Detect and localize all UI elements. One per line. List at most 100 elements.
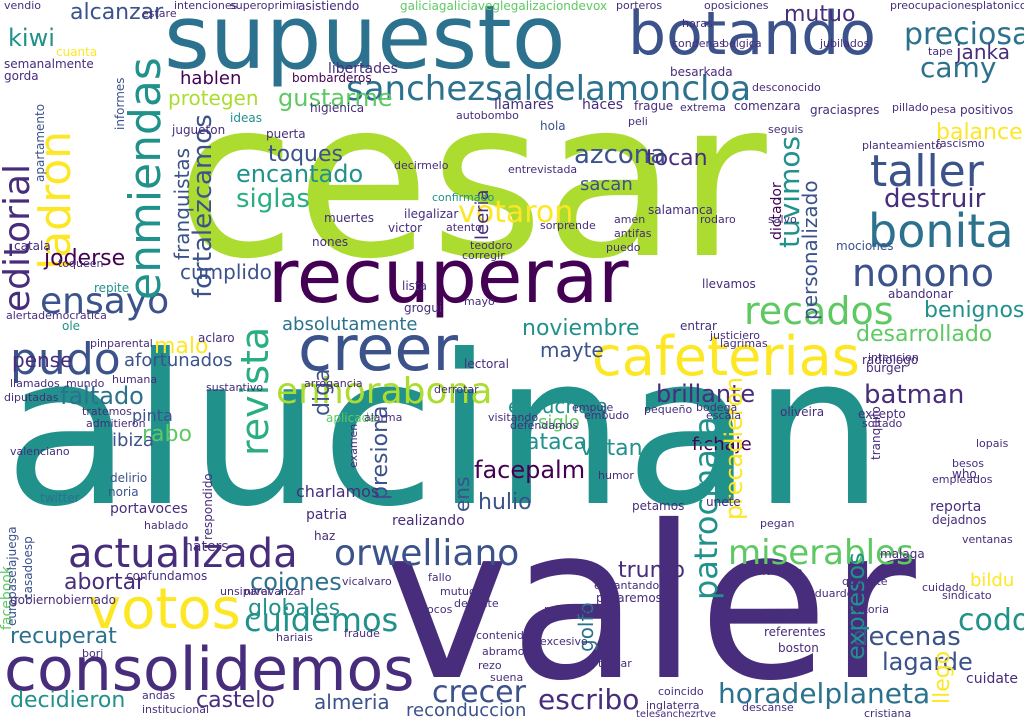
word: balance — [936, 120, 1023, 145]
word: puffff — [758, 611, 788, 624]
word: globales — [248, 596, 341, 621]
word: dejadnos — [932, 513, 987, 527]
word: diga — [310, 368, 335, 416]
word: salvo — [768, 213, 797, 226]
word: decidieron — [10, 688, 126, 713]
word: examen — [347, 423, 360, 468]
word: tratemos — [82, 405, 132, 418]
word: mundo — [66, 377, 105, 390]
word: condenas — [672, 37, 725, 50]
word: sacan — [580, 174, 633, 195]
word: sindicato — [942, 589, 992, 602]
word: ensayo — [40, 281, 170, 322]
word: malo — [154, 334, 209, 359]
word: amen — [614, 213, 646, 226]
word: principal — [544, 603, 592, 616]
word: llamares — [494, 97, 554, 113]
word: lagrimas — [720, 337, 768, 350]
word: burger — [866, 361, 906, 375]
word: facepalm — [474, 456, 586, 484]
word: ibiza — [112, 430, 154, 451]
word: telesanchezrtve — [636, 709, 717, 720]
word: entrevistada — [508, 163, 578, 176]
word: europaselajuega — [5, 526, 19, 626]
word: salamanca — [648, 203, 713, 217]
word: visitando — [488, 411, 539, 424]
word: legalizaciondevox — [500, 0, 608, 13]
word: almeria — [314, 690, 390, 714]
word: crecer — [432, 675, 526, 710]
word: rezo — [478, 659, 502, 672]
word: ideas — [230, 111, 262, 125]
word: mociones — [836, 239, 894, 253]
word: atento — [446, 221, 482, 234]
word: semanalmente — [4, 57, 94, 71]
word: encantando — [594, 579, 660, 592]
word: sorprende — [540, 219, 596, 232]
word: lagarde — [882, 648, 973, 676]
word: bombarderos — [292, 71, 372, 85]
word: mutuo — [784, 2, 856, 27]
word: embudo — [584, 409, 630, 422]
word: pense — [12, 348, 73, 372]
word: nonono — [852, 251, 994, 295]
word: siglo — [538, 412, 580, 433]
word: desarrollado — [856, 322, 993, 347]
word: fichaje — [692, 434, 752, 455]
word: belgica — [722, 37, 762, 50]
word: toques — [268, 142, 343, 167]
word: aplicada — [326, 411, 377, 425]
word: llamados — [10, 377, 60, 390]
word: ens — [450, 476, 474, 512]
word: brillante — [656, 380, 756, 408]
word: recuperar — [268, 234, 629, 320]
word: gobiernobiernado — [10, 593, 116, 607]
word: valenciano — [10, 445, 70, 458]
word: excesivo — [540, 635, 588, 648]
word: bildu — [970, 570, 1015, 591]
word: confundamos — [126, 569, 208, 583]
word: toqueen — [58, 257, 104, 270]
word: castelo — [196, 688, 275, 713]
word: horadelplaneta — [718, 677, 931, 710]
word: camy — [920, 51, 997, 84]
word: corregir — [462, 249, 505, 262]
word: abramos — [482, 645, 531, 658]
word: azcona — [574, 140, 667, 170]
word: petamos — [632, 499, 685, 513]
word: informes — [113, 77, 127, 130]
word: protegen — [168, 86, 259, 110]
word: janka — [956, 40, 1010, 64]
word: recados — [744, 289, 894, 333]
word: confirmado — [432, 191, 495, 204]
word: arrogancia — [304, 377, 363, 390]
word: votaron — [458, 195, 574, 230]
word: planteamiento — [862, 139, 943, 152]
word: cumplido — [180, 260, 272, 284]
word: excepto — [858, 407, 906, 421]
word: quedate — [842, 575, 888, 588]
word: absolutamente — [282, 314, 418, 335]
word: taller — [870, 146, 984, 197]
word: hola — [540, 119, 566, 133]
word: alertademocratica — [6, 309, 107, 322]
word: estare — [142, 7, 177, 20]
word: kiwi — [8, 24, 55, 52]
word: tragar — [598, 657, 632, 670]
word: miserables — [728, 533, 914, 573]
word: contenidos — [476, 629, 537, 642]
word: cojones — [250, 568, 342, 596]
word: respondido — [201, 473, 215, 540]
word: who — [952, 467, 977, 481]
word: valer — [384, 480, 916, 720]
word: llevamos — [702, 277, 756, 291]
word: hariais — [276, 631, 313, 644]
word: destruir — [884, 184, 986, 214]
word: gustarme — [278, 84, 393, 112]
word: atacan — [526, 430, 602, 455]
word: autobombo — [456, 109, 519, 122]
word: hulio — [478, 490, 532, 515]
word: jugueton — [172, 123, 226, 137]
word: soltado — [862, 417, 903, 430]
